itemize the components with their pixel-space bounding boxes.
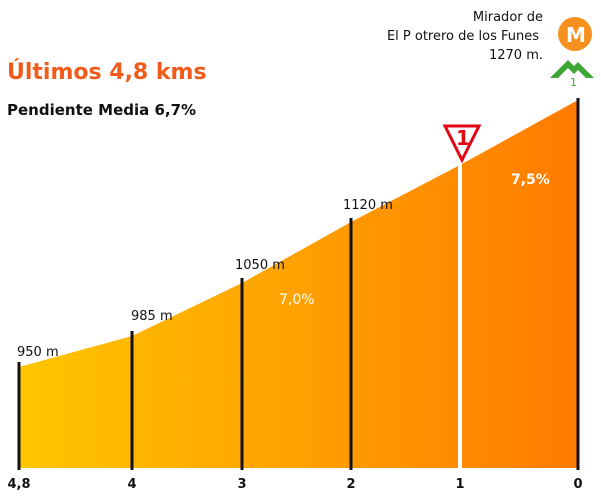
grade-label: 7,5% bbox=[511, 172, 550, 188]
altitude-label: 950 m bbox=[17, 345, 59, 360]
altitude-label: 1120 m bbox=[343, 198, 393, 213]
sprint-marker-icon bbox=[442, 124, 482, 164]
climb-category: 1 bbox=[570, 76, 577, 89]
km-tick-label: 4 bbox=[127, 477, 137, 492]
summit-name-line1: Mirador de bbox=[472, 10, 543, 25]
mountain-icon bbox=[550, 60, 594, 78]
km-tick-label: 0 bbox=[573, 477, 583, 492]
page-title: Últimos 4,8 kms bbox=[7, 60, 207, 85]
summit-name-line2: El P otrero de los Funes bbox=[386, 29, 539, 44]
badge-letter: M bbox=[566, 23, 586, 47]
grade-label: 7,0% bbox=[279, 292, 315, 308]
km-tick-label: 3 bbox=[237, 477, 247, 492]
km-tick-label: 4,8 bbox=[7, 477, 31, 492]
summit-badge-icon bbox=[558, 17, 592, 51]
altitude-label: 1050 m bbox=[235, 258, 285, 273]
average-grade: Pendiente Media 6,7% bbox=[7, 101, 197, 119]
altitude-label: 985 m bbox=[131, 309, 173, 324]
profile-area bbox=[19, 100, 578, 468]
km-tick-label: 2 bbox=[346, 477, 356, 492]
km-tick-label: 1 bbox=[455, 477, 465, 492]
summit-altitude: 1270 m. bbox=[488, 48, 543, 63]
sprint-label: 1 bbox=[456, 126, 470, 150]
